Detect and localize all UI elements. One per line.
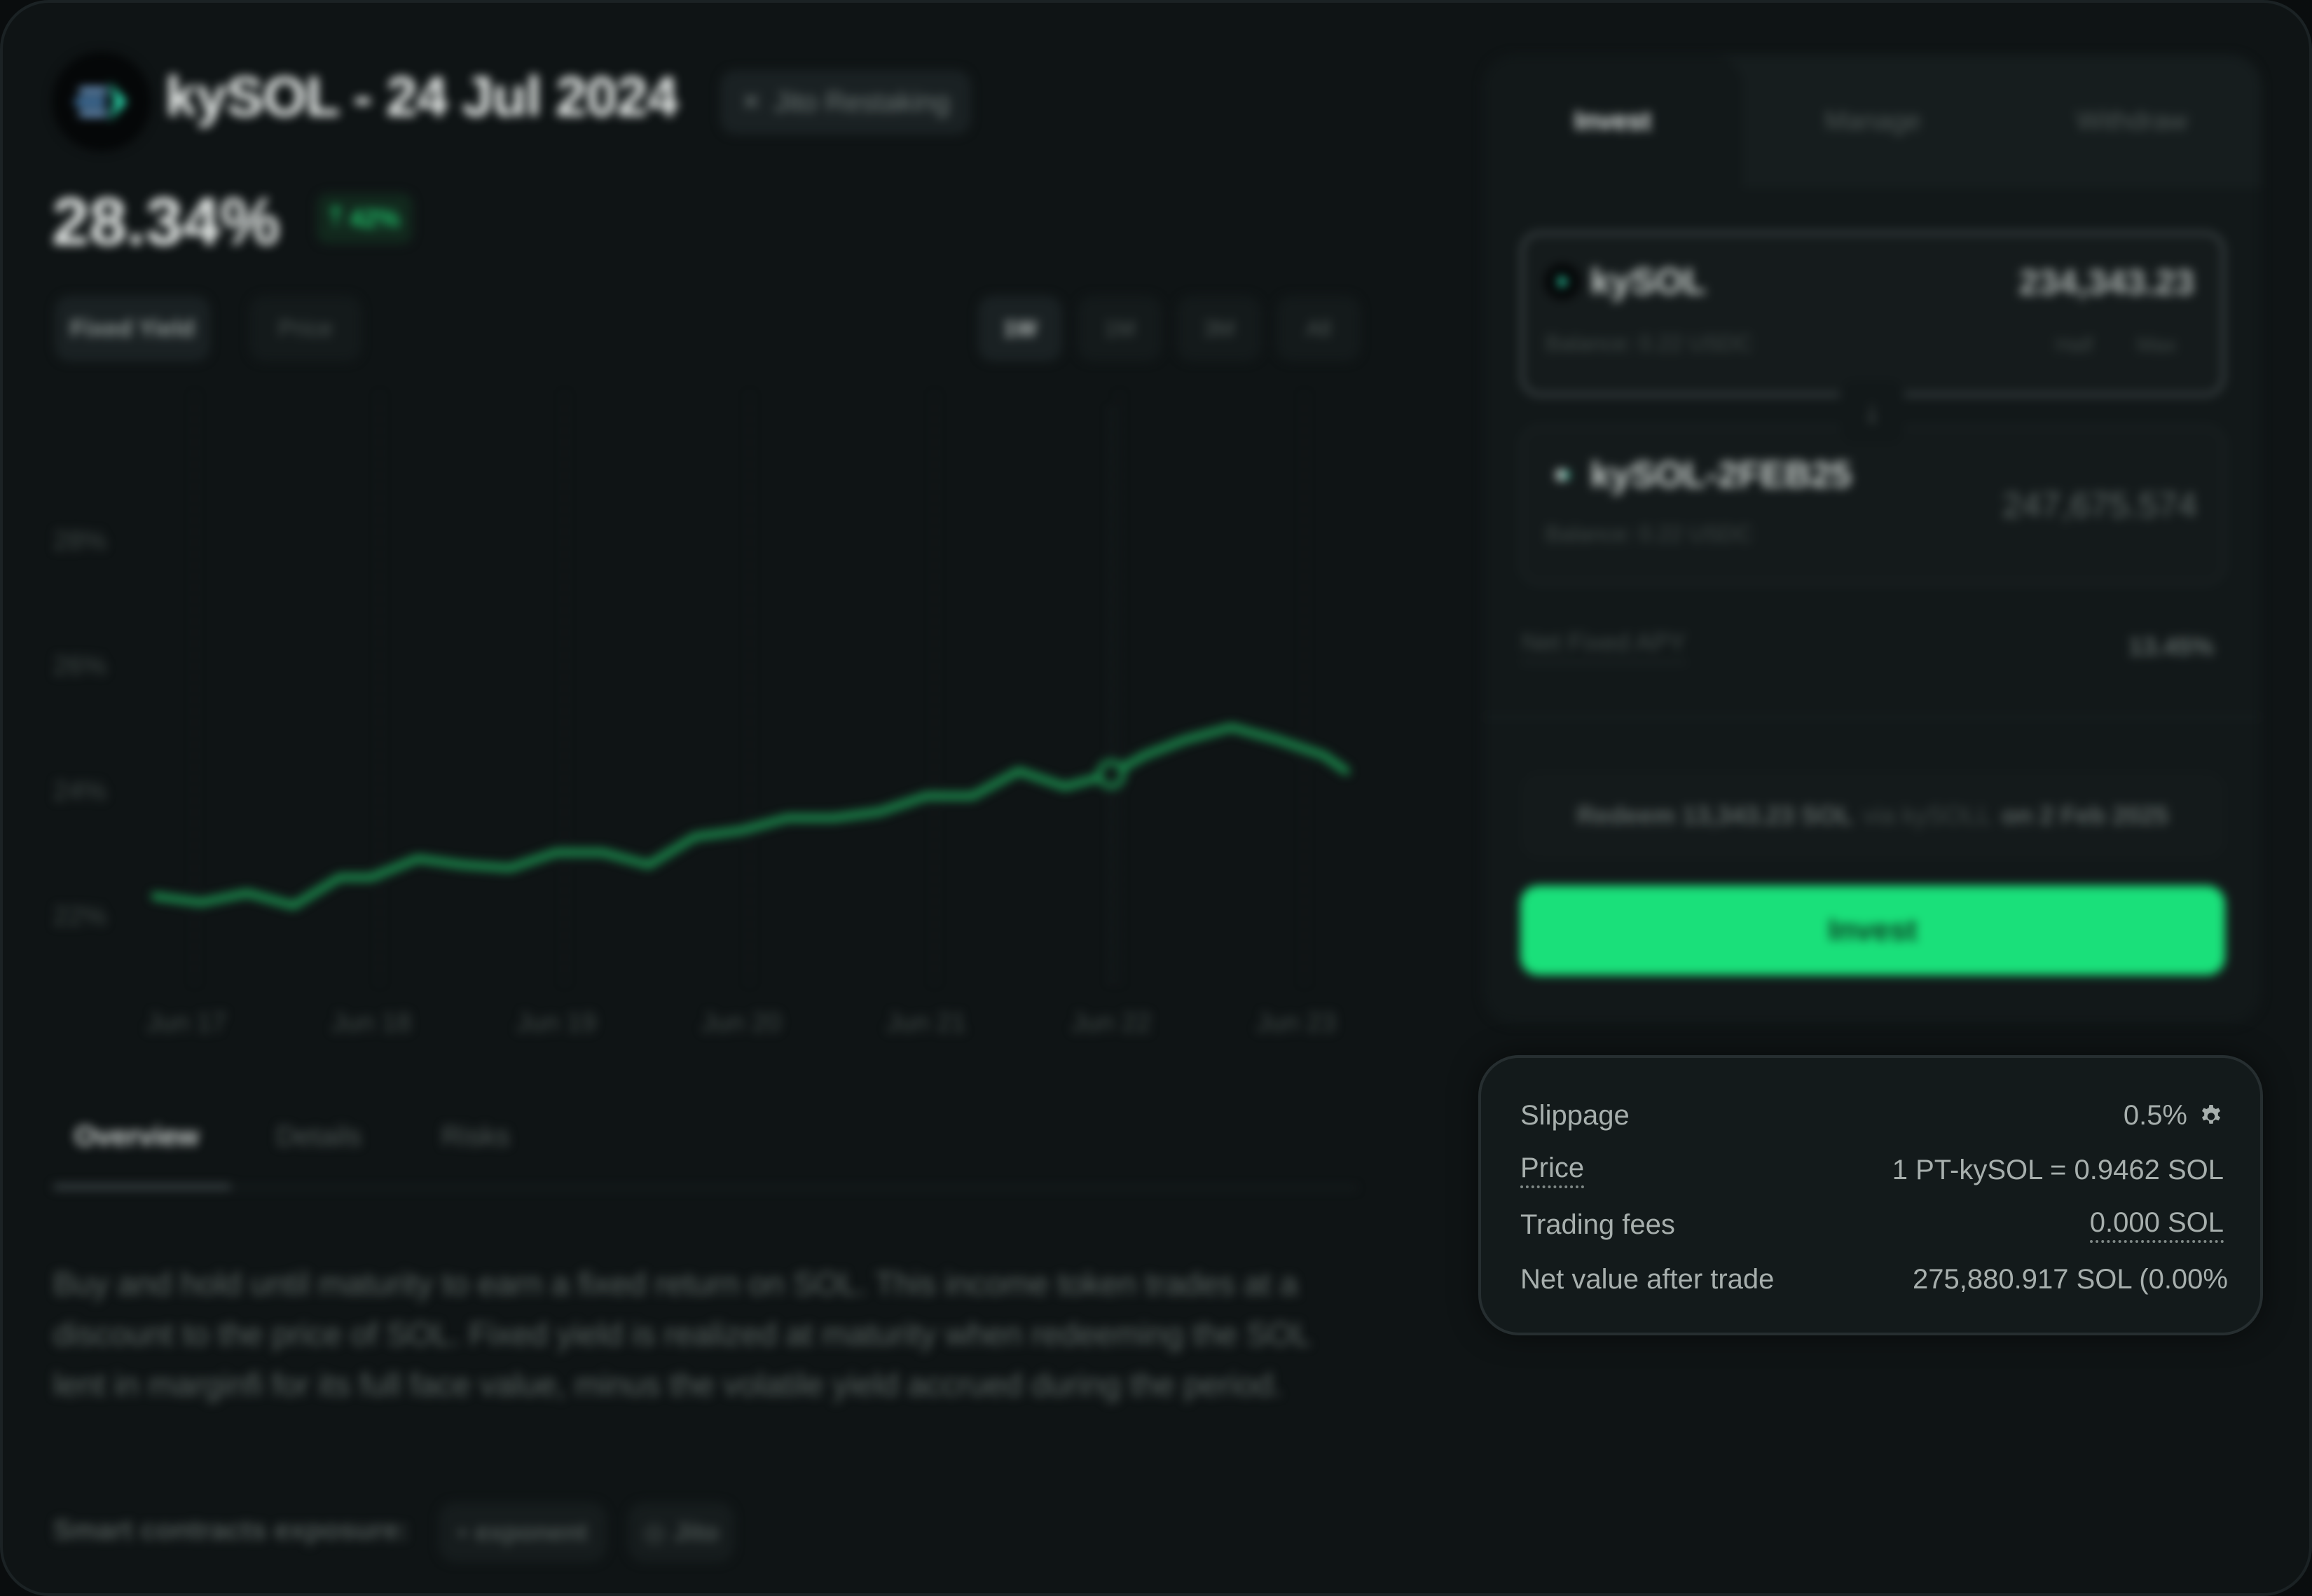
- y-tick-label: 22%: [53, 902, 106, 931]
- net-value-label: Net value after trade: [1520, 1263, 1775, 1295]
- input-token-name[interactable]: kySOL: [1590, 261, 1706, 302]
- contract-name: exponent: [475, 1518, 588, 1546]
- output-token-box: [1520, 426, 2225, 584]
- trading-fees-value[interactable]: 0.000 SOL: [2089, 1207, 2224, 1243]
- arrow-up-icon: 🡑: [329, 200, 343, 230]
- output-amount: 247,675.574: [2002, 486, 2197, 525]
- contract-chip-exponent[interactable]: ▪ exponent: [439, 1502, 607, 1562]
- redeem-date: on 2 Feb 2025: [2002, 801, 2169, 830]
- gear-icon[interactable]: [2199, 1103, 2224, 1128]
- max-button[interactable]: Max: [2137, 333, 2177, 357]
- input-balance: Balance: 0.22 USDC: [1546, 331, 1753, 356]
- redeem-via: via kySOLL: [1863, 801, 1993, 830]
- arrow-down-icon: ↓: [1864, 394, 1880, 429]
- output-balance: Balance: 0.22 USDC: [1546, 521, 1753, 546]
- x-tick-label: Jun 20: [701, 1008, 781, 1038]
- fixed-apy-value: 28.34%: [52, 184, 280, 259]
- jito-icon: ◎: [643, 1518, 666, 1546]
- tab-price[interactable]: Price: [249, 296, 362, 362]
- range-3m[interactable]: 3M: [1177, 296, 1261, 362]
- apy-change-badge: 🡑 42%: [317, 193, 413, 244]
- x-tick-label: Jun 23: [1256, 1008, 1336, 1038]
- y-tick-label: 26%: [53, 652, 106, 681]
- redeem-summary: Redeem 13,343.23 SOL via kySOLL on 2 Feb…: [1520, 772, 2225, 859]
- output-token-name[interactable]: kySOL-2FEB25: [1590, 455, 1852, 495]
- range-1m[interactable]: 1M: [1078, 296, 1162, 362]
- panel-divider: [1482, 716, 2262, 718]
- x-tick-label: Jun 21: [886, 1008, 966, 1038]
- tab-risks[interactable]: Risks: [441, 1121, 510, 1152]
- contract-name: Jito: [673, 1518, 719, 1546]
- redeem-amount: Redeem 13,343.23 SOL: [1576, 801, 1854, 830]
- x-tick-label: Jun 18: [331, 1008, 411, 1038]
- exponent-icon: ▪: [457, 1518, 467, 1546]
- trading-fees-row: Trading fees 0.000 SOL: [1520, 1204, 2224, 1246]
- net-value-amount: 275,880.917 SOL (0.00%: [1913, 1263, 2228, 1295]
- invest-button[interactable]: Invest: [1520, 886, 2225, 975]
- contract-chip-jito[interactable]: ◎ Jito: [628, 1502, 734, 1562]
- half-button[interactable]: Half: [2056, 333, 2093, 357]
- asset-title: kySOL - 24 Jul 2024: [165, 65, 678, 128]
- tab-overview[interactable]: Overview: [74, 1121, 199, 1152]
- pt-token-icon: [1544, 457, 1581, 493]
- tab-withdraw[interactable]: Withdraw: [2076, 106, 2188, 136]
- yield-series-line: [151, 723, 1350, 910]
- x-tick-label: Jun 22: [1071, 1008, 1151, 1038]
- net-value-row: Net value after trade 275,880.917 SOL (0…: [1520, 1258, 2228, 1300]
- price-row: Price 1 PT-kySOL = 0.9462 SOL: [1520, 1149, 2224, 1191]
- range-all[interactable]: All: [1277, 296, 1361, 362]
- active-tab-indicator: [53, 1184, 231, 1190]
- x-tick-label: Jun 19: [516, 1008, 596, 1038]
- price-label[interactable]: Price: [1520, 1153, 1585, 1188]
- input-token-box[interactable]: [1520, 231, 2225, 397]
- close-icon[interactable]: ✕: [741, 89, 762, 116]
- tab-details[interactable]: Details: [276, 1121, 362, 1152]
- hover-point[interactable]: [1096, 759, 1126, 789]
- net-fixed-apy-value: 13.45%: [2128, 632, 2214, 661]
- tab-manage[interactable]: Manage: [1824, 106, 1921, 136]
- range-1w[interactable]: 1W: [978, 296, 1062, 362]
- x-tick-label: Jun 17: [146, 1008, 226, 1038]
- slippage-value: 0.5%: [2123, 1099, 2187, 1131]
- tab-invest[interactable]: Invest: [1482, 55, 1743, 188]
- overview-description: Buy and hold until maturity to earn a fi…: [53, 1265, 1310, 1403]
- net-fixed-apy-label: Net Fixed APY: [1522, 628, 1686, 663]
- apy-change-value: 42%: [349, 204, 400, 233]
- y-tick-label: 24%: [53, 776, 106, 806]
- y-tick-label: 28%: [53, 526, 106, 556]
- tab-divider: [53, 1187, 1356, 1189]
- input-amount[interactable]: 234,343.23: [2018, 263, 2194, 302]
- swap-direction-button[interactable]: ↓: [1840, 380, 1904, 444]
- kysol-token-icon: [1544, 263, 1581, 300]
- blurred-background: kySOL - 24 Jul 2024 ✕ Jito Restaking 28.…: [3, 3, 2309, 1593]
- tab-fixed-yield[interactable]: Fixed Yield: [55, 296, 210, 362]
- kysol-logo-icon: [75, 82, 127, 121]
- price-value: 1 PT-kySOL = 0.9462 SOL: [1892, 1154, 2224, 1185]
- slippage-label: Slippage: [1520, 1099, 1630, 1131]
- tag-label: Jito Restaking: [773, 86, 950, 118]
- slippage-row[interactable]: Slippage 0.5%: [1520, 1094, 2224, 1136]
- asset-logo: [52, 52, 151, 151]
- trade-summary-card: Slippage 0.5% Price 1 PT-kySOL = 0.9462 …: [1478, 1055, 2263, 1335]
- yield-chart: 28% 26% 24% 22% Jun 17 Jun 18 Jun 19 Jun 20 Jun…: [53, 395, 1350, 1038]
- tag-jito-restaking[interactable]: ✕ Jito Restaking: [720, 70, 971, 135]
- contracts-label: Smart contracts exposure:: [53, 1515, 408, 1546]
- trading-fees-label: Trading fees: [1520, 1209, 1675, 1240]
